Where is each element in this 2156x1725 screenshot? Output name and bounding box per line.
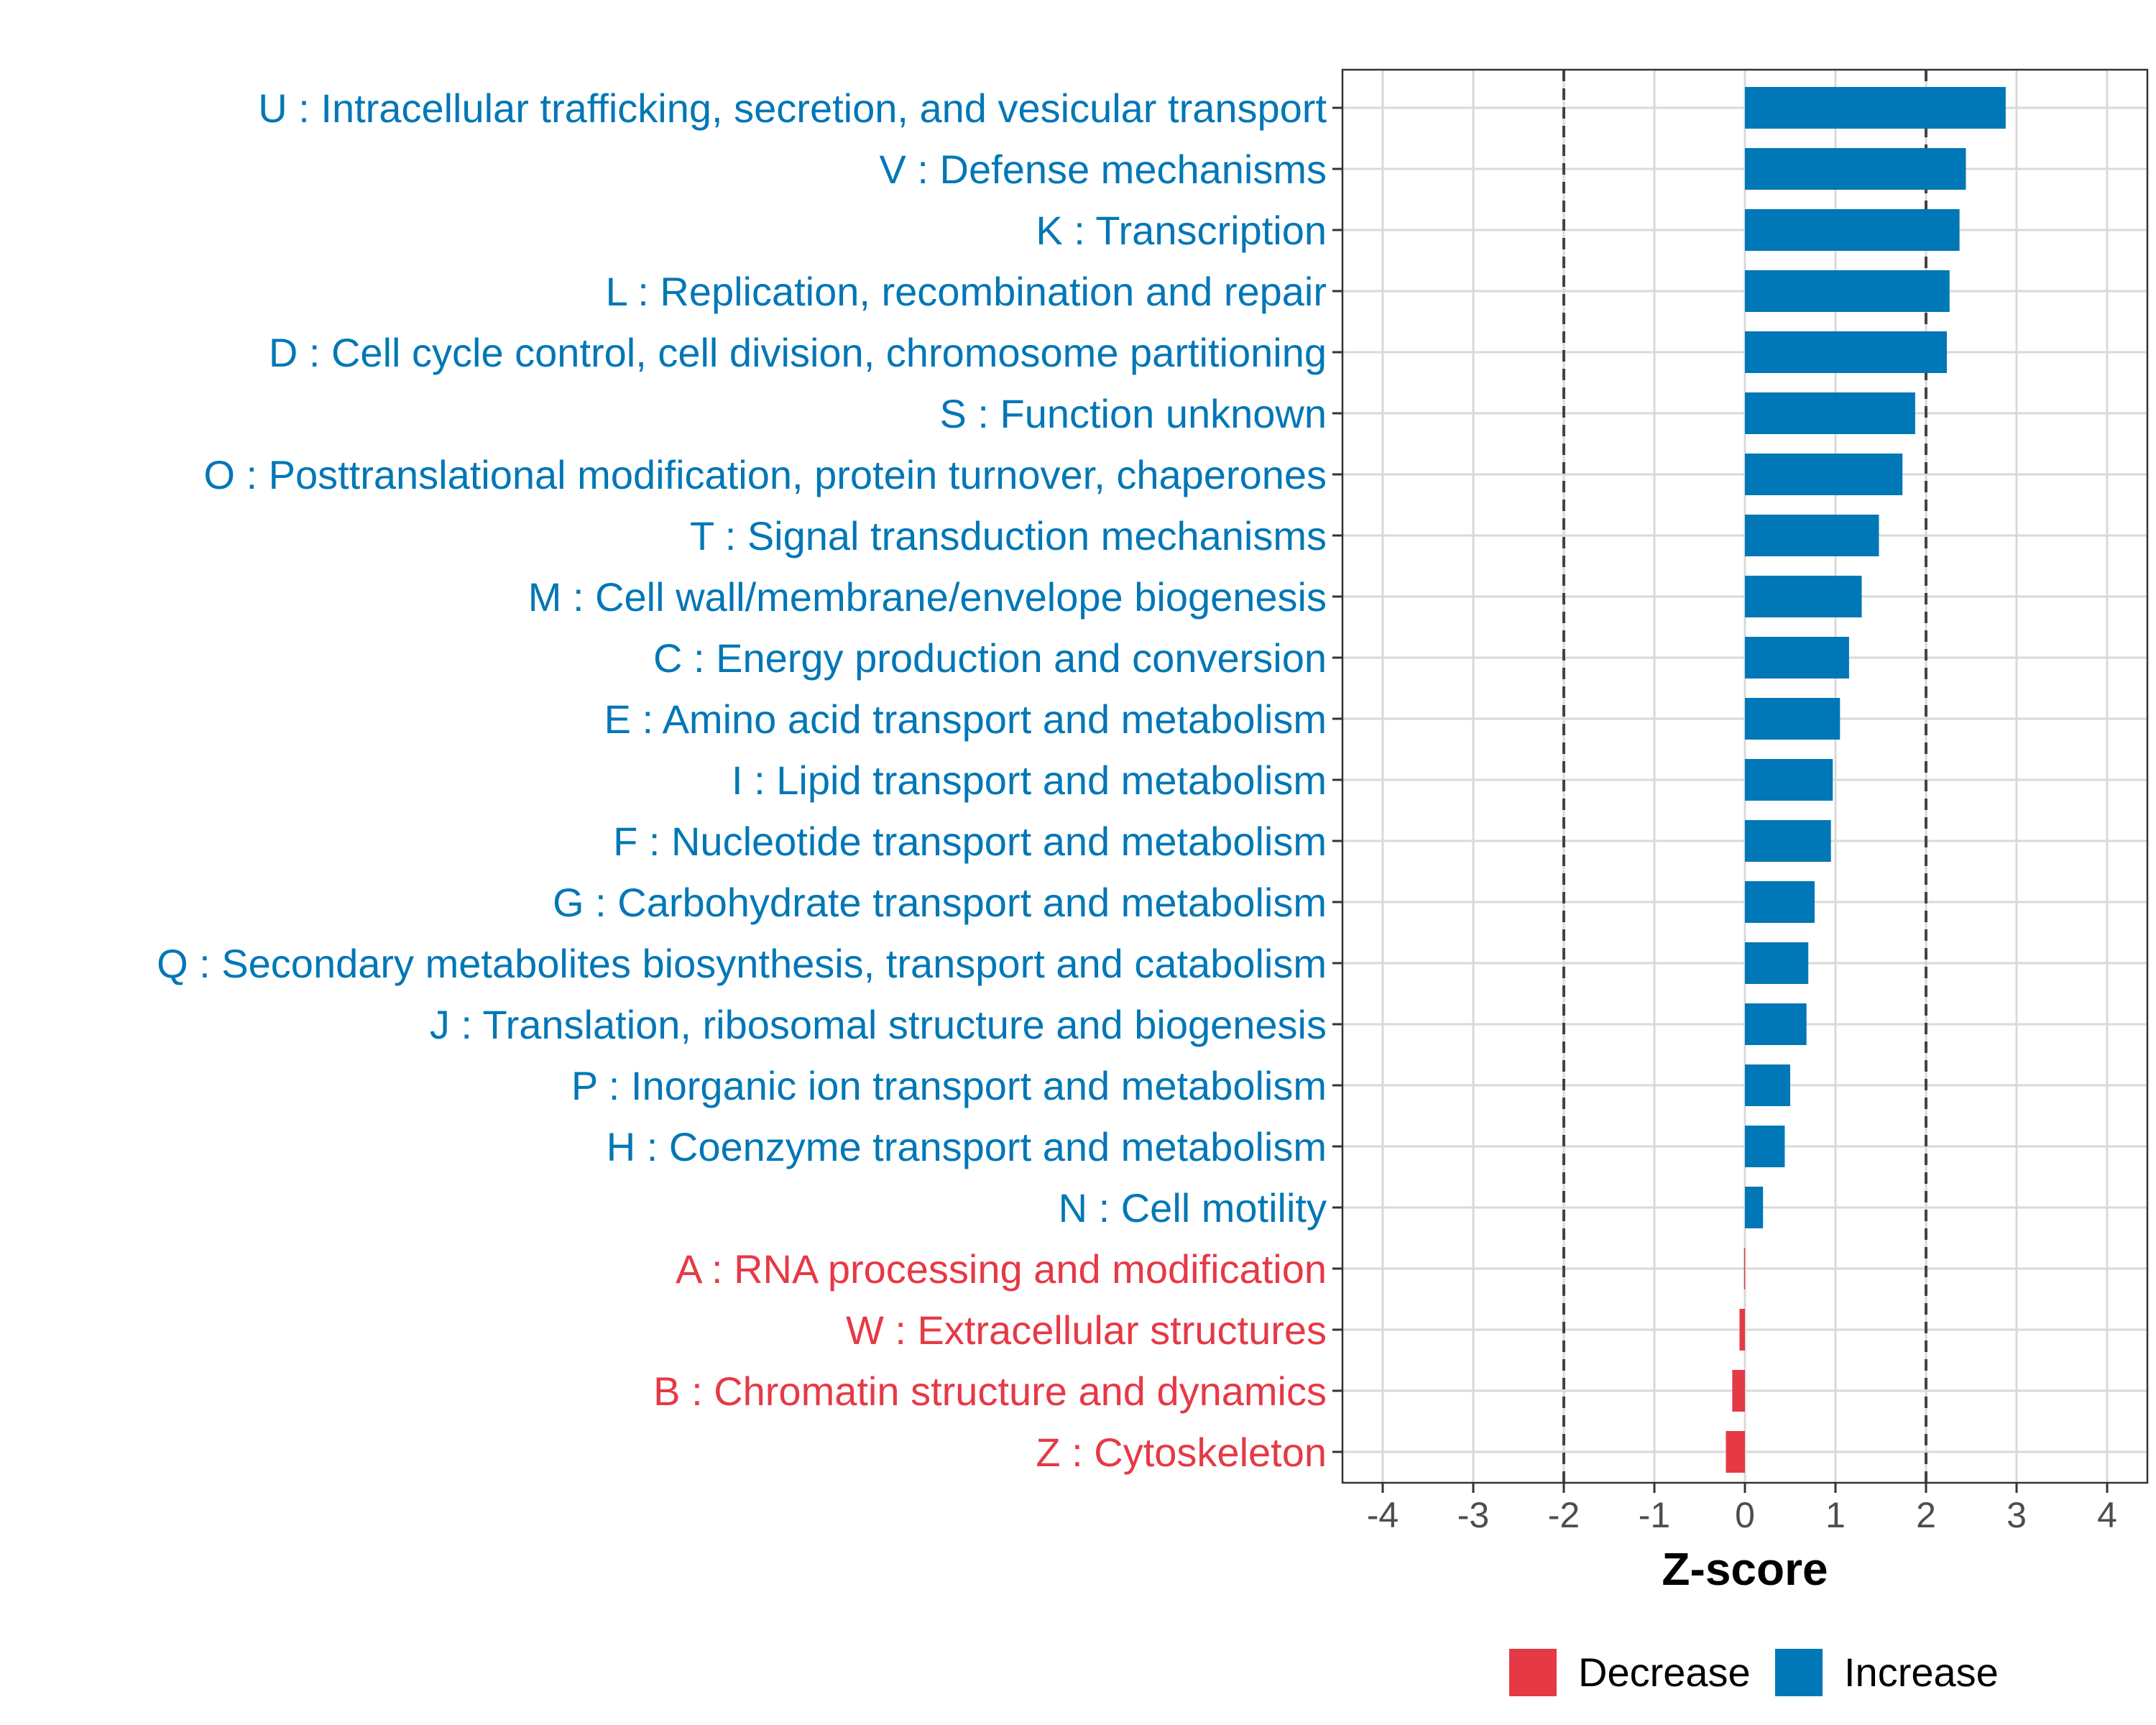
legend-key [1509,1649,1557,1696]
legend-label: Decrease [1578,1650,1751,1695]
category-label: U : Intracellular trafficking, secretion… [258,86,1327,131]
bar [1745,454,1903,495]
category-label: D : Cell cycle control, cell division, c… [269,330,1327,375]
legend-key [1775,1649,1823,1696]
x-tick-label: -3 [1457,1495,1489,1535]
bar [1745,87,2006,129]
bar [1745,698,1841,740]
x-tick-label: -4 [1367,1495,1399,1535]
bar [1745,1064,1790,1106]
bar [1745,759,1833,801]
category-label: V : Defense mechanisms [880,147,1327,192]
bars [1726,87,2006,1473]
legend-label: Increase [1844,1650,1999,1695]
x-tick-label: -2 [1548,1495,1580,1535]
y-axis-labels: U : Intracellular trafficking, secretion… [157,86,1327,1475]
x-axis-title: Z-score [1662,1543,1828,1595]
bar [1745,148,1966,190]
bar [1745,637,1849,678]
x-axis-ticks: -4 -3 -2 -1 0 1 2 3 4 [1367,1483,2117,1535]
bar [1745,1003,1807,1045]
category-label: H : Coenzyme transport and metabolism [607,1124,1327,1169]
x-tick-label: 2 [1916,1495,1936,1535]
x-tick-label: -1 [1639,1495,1670,1535]
category-label: C : Energy production and conversion [653,635,1327,681]
category-label: S : Function unknown [939,391,1327,436]
bar [1743,1248,1746,1289]
category-label: G : Carbohydrate transport and metabolis… [553,880,1327,925]
x-tick-label: 0 [1735,1495,1755,1535]
bar [1745,515,1879,556]
bar [1745,881,1815,923]
category-label: M : Cell wall/membrane/envelope biogenes… [528,574,1327,620]
y-axis-ticks [1332,106,1342,1453]
x-tick-label: 3 [2007,1495,2027,1535]
category-label: E : Amino acid transport and metabolism [604,696,1327,742]
bar [1745,392,1915,434]
category-label: N : Cell motility [1059,1185,1327,1230]
category-label: P : Inorganic ion transport and metaboli… [571,1063,1327,1108]
bar [1726,1431,1745,1473]
bar [1745,270,1950,312]
bar [1745,209,1960,251]
category-label: A : RNA processing and modification [676,1246,1327,1292]
category-label: W : Extracellular structures [846,1307,1327,1353]
category-label: Z : Cytoskeleton [1036,1430,1327,1475]
x-tick-label: 4 [2097,1495,2117,1535]
category-label: Q : Secondary metabolites biosynthesis, … [157,941,1327,986]
bar [1745,820,1831,862]
category-label: T : Signal transduction mechanisms [690,513,1327,558]
category-label: K : Transcription [1036,208,1327,253]
category-label: O : Posttranslational modification, prot… [203,452,1327,497]
category-label: J : Translation, ribosomal structure and… [430,1002,1327,1047]
category-label: F : Nucleotide transport and metabolism [613,819,1327,864]
category-label: L : Replication, recombination and repai… [606,269,1327,314]
legend: Decrease Increase [1509,1649,1999,1696]
bar [1732,1370,1745,1412]
x-tick-label: 1 [1825,1495,1846,1535]
bar [1745,576,1862,617]
bar [1745,942,1809,984]
category-label: I : Lipid transport and metabolism [732,758,1327,803]
bar [1745,1187,1764,1228]
bar [1745,1126,1785,1167]
bar [1745,331,1947,373]
bar [1739,1309,1745,1351]
category-label: B : Chromatin structure and dynamics [653,1368,1327,1414]
